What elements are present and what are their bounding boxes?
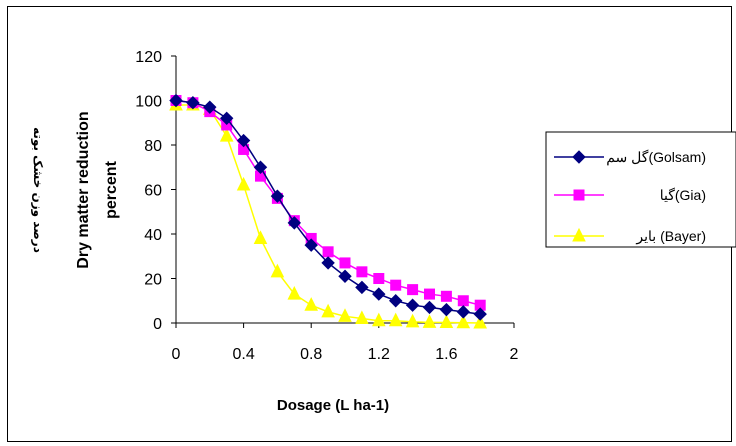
data-point [405,298,420,312]
data-point [253,160,268,174]
data-point [338,269,352,283]
legend-marker [572,150,586,164]
data-point [473,314,488,329]
data-point [338,308,352,322]
series-1 [170,95,486,311]
data-point [236,133,251,148]
data-point [169,93,183,108]
legend: گل سم(Golsam) گیا(Gia) بایر (Bayer) [545,131,736,248]
data-point [373,273,385,284]
data-point [388,312,403,327]
data-point [371,312,386,327]
data-point [372,287,386,301]
data-point [390,279,402,291]
data-point [355,310,369,325]
y-axis-label-group: درصد وزن خشک بوته Dry matter reduction p… [30,111,120,268]
data-point [287,285,302,300]
series-layer [169,93,488,329]
data-point [356,266,368,278]
y-axis-label-line-2: percent [103,160,120,218]
series-0 [169,93,487,321]
data-point [219,111,234,126]
y-tick-label: 40 [144,227,162,244]
y-axis: 0 20 40 60 80 100 120 [135,49,177,333]
data-point [422,300,437,315]
data-point [203,100,217,114]
data-point [270,189,285,203]
legend-entry-2: بایر (Bayer) [554,227,706,245]
data-point [321,303,335,318]
data-point [270,263,285,278]
x-tick-label: 0 [172,346,181,363]
x-tick-label: 0.8 [300,346,322,363]
x-axis-label: Dosage (L ha-1) [277,397,389,414]
data-point [322,246,334,258]
data-point [304,238,318,252]
data-point [304,297,319,311]
data-point [424,288,435,300]
legend-label: گیا(Gia) [660,187,706,203]
y-tick-label: 100 [135,94,162,111]
legend-label: بایر (Bayer) [635,228,706,245]
data-point [339,257,351,269]
y-tick-label: 0 [153,316,162,333]
series-line [175,99,481,315]
data-point [186,96,200,110]
data-point [219,127,234,142]
data-point [236,176,251,191]
y-axis-label-persian: درصد وزن خشک بوته [30,127,45,253]
y-tick-label: 20 [144,272,162,289]
legend-marker [572,227,586,242]
series-2 [169,96,488,329]
legend-entry-0: گل سم(Golsam) [554,149,706,166]
data-point [422,314,437,328]
x-tick-label: 1.6 [435,346,457,363]
data-point [439,302,454,317]
data-point [439,314,454,329]
data-point [321,256,335,270]
y-tick-label: 80 [144,138,162,155]
x-tick-label: 2 [510,346,519,363]
data-point [456,305,471,319]
y-tick-label: 60 [144,183,162,200]
x-tick-label: 1.2 [368,346,390,363]
legend-entry-1: گیا(Gia) [554,187,706,203]
series-line [175,99,481,306]
data-point [388,294,403,308]
y-tick-label: 120 [135,49,162,66]
legend-label: گل سم(Golsam) [606,149,706,166]
data-point [457,295,469,307]
data-point [473,307,487,321]
data-point [355,280,369,295]
x-axis: 0 0.4 0.8 1.2 1.6 2 [172,322,519,363]
data-point [287,216,302,230]
y-axis-label-line-1: Dry matter reduction [75,111,92,268]
data-point [407,284,419,296]
data-point [253,230,268,244]
data-point [405,313,420,328]
x-tick-label: 0.4 [232,346,254,363]
data-point [440,290,452,302]
data-point [456,314,471,329]
legend-marker [573,189,585,201]
